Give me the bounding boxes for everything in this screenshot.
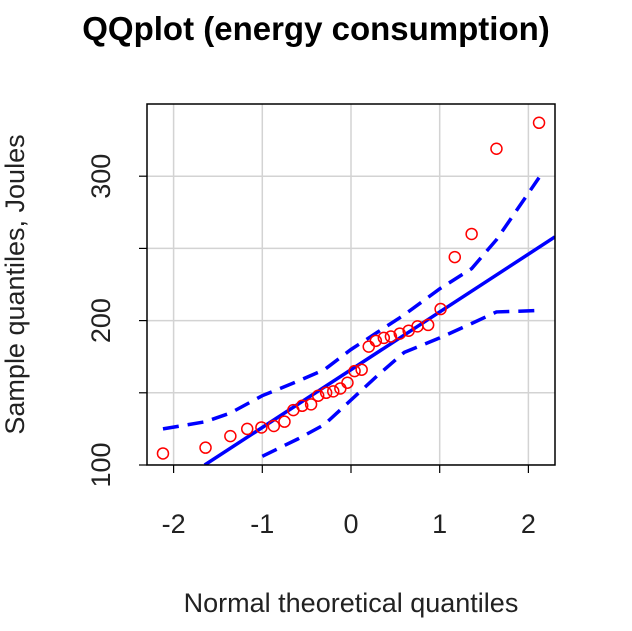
x-tick-label: -1 — [250, 509, 274, 539]
data-point — [377, 331, 391, 345]
data-point — [304, 398, 318, 411]
y-tick-label: 200 — [86, 298, 116, 343]
confidence-upper-line — [162, 176, 541, 431]
data-point — [341, 376, 354, 389]
data-point — [369, 334, 383, 348]
data-point — [311, 389, 325, 402]
chart-title: QQplot (energy consumption) — [82, 10, 550, 47]
data-point — [327, 385, 340, 398]
y-axis-label: Sample quantiles, Joules — [0, 134, 30, 434]
data-point — [362, 340, 375, 353]
y-tick-label: 100 — [86, 442, 116, 487]
x-tick-label: -2 — [162, 509, 186, 539]
data-point — [224, 429, 237, 443]
data-point — [240, 422, 254, 436]
data-point — [465, 227, 478, 241]
data-point — [199, 441, 212, 454]
reference-line-group — [203, 235, 555, 465]
confidence-lower-line — [261, 308, 540, 458]
x-axis-label: Normal theoretical quantiles — [184, 588, 519, 618]
data-point — [532, 116, 546, 130]
sample-points — [156, 116, 546, 460]
data-point — [393, 327, 407, 340]
data-point — [434, 302, 447, 316]
x-tick-label: 2 — [521, 509, 536, 539]
data-point — [384, 330, 398, 343]
reference-line — [203, 235, 555, 465]
data-point — [348, 364, 361, 378]
data-point — [295, 399, 309, 413]
x-tick-label: 0 — [343, 509, 358, 539]
x-tick-label: 1 — [432, 509, 447, 539]
data-point — [255, 421, 268, 434]
grid-lines — [147, 104, 555, 465]
y-tick-label: 300 — [86, 154, 116, 199]
data-point — [490, 142, 503, 156]
data-point — [278, 415, 291, 428]
x-axis: -2 -1 0 1 2 — [162, 465, 536, 539]
data-point — [355, 363, 368, 376]
data-point — [156, 447, 170, 460]
data-point — [448, 250, 462, 264]
data-point — [421, 318, 435, 332]
y-axis: 100 200 300 — [86, 154, 147, 488]
confidence-band — [162, 176, 541, 458]
data-point — [267, 419, 281, 433]
data-point — [319, 386, 333, 400]
